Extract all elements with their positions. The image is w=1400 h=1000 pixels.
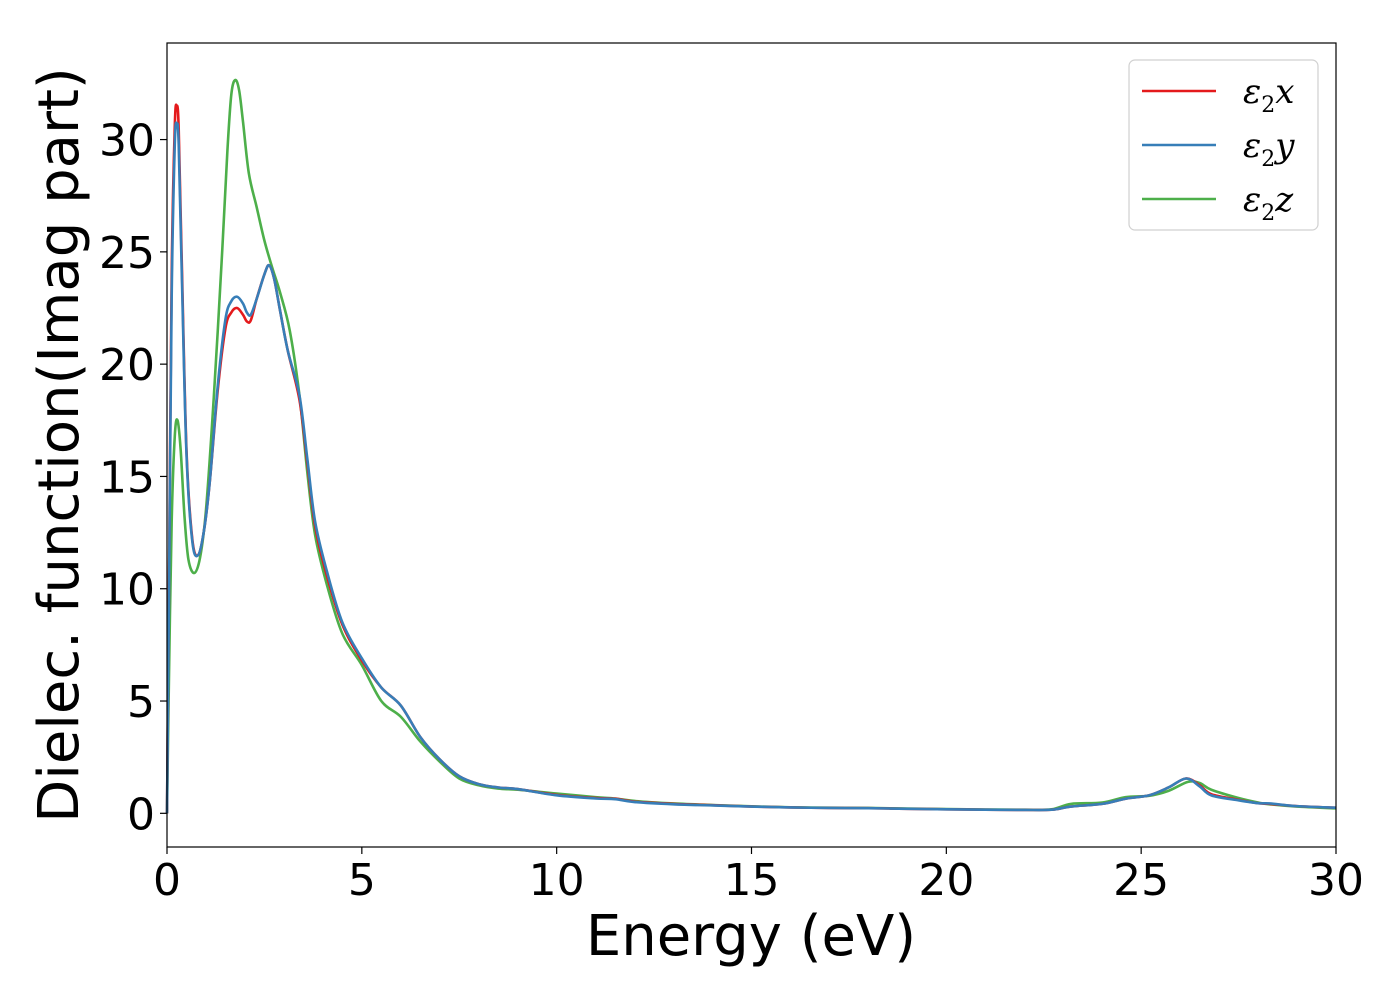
y-tick-label: 15 [99, 452, 155, 503]
x-tick-label: 5 [348, 855, 376, 906]
x-tick-label: 15 [724, 855, 780, 906]
y-tick-label: 30 [99, 116, 155, 167]
x-tick-label: 10 [529, 855, 585, 906]
legend-axis: z [1274, 180, 1294, 220]
legend-symbol: ε [1243, 180, 1261, 220]
y-tick-label: 10 [99, 565, 155, 616]
x-ticks: 0 5 10 15 20 25 30 [153, 847, 1364, 906]
y-ticks: 0 5 10 15 20 25 30 [99, 116, 167, 840]
x-tick-label: 20 [918, 855, 974, 906]
y-axis-label: Dielec. function(Imag part) [27, 67, 92, 823]
legend-label-y: ε2y [1243, 126, 1295, 172]
y-tick-label: 5 [127, 677, 155, 728]
x-axis-label: Energy (eV) [586, 904, 916, 969]
series-line-y [165, 121, 1337, 814]
legend-box [1128, 59, 1319, 231]
legend-subscript: 2 [1261, 147, 1275, 172]
y-tick-label: 20 [99, 340, 155, 391]
legend-axis: x [1275, 72, 1294, 112]
legend-subscript: 2 [1261, 201, 1275, 226]
series-layer [165, 78, 1337, 814]
y-tick-label: 0 [127, 789, 155, 840]
legend-symbol: ε [1243, 72, 1261, 112]
legend-label-z: ε2z [1243, 180, 1294, 226]
x-tick-label: 0 [153, 855, 181, 906]
legend-subscript: 2 [1261, 93, 1275, 118]
y-tick-label: 25 [99, 228, 155, 279]
legend-axis: y [1273, 126, 1295, 166]
x-tick-label: 30 [1308, 855, 1364, 906]
x-tick-label: 25 [1113, 855, 1169, 906]
legend-label-x: ε2x [1243, 72, 1294, 118]
legend-symbol: ε [1243, 126, 1261, 166]
